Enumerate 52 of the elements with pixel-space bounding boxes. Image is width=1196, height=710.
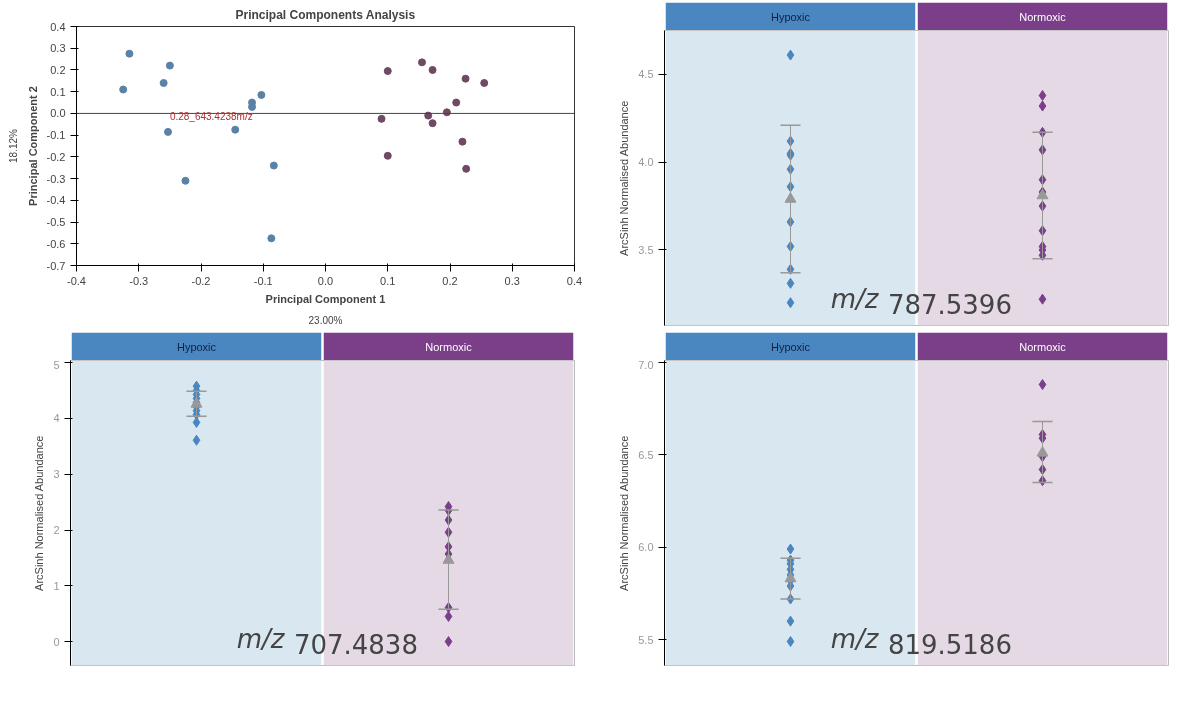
y-axis-title: ArcSinh Normalised Abundance bbox=[618, 100, 631, 256]
y-axis-title: Principal Component 2 bbox=[26, 86, 39, 206]
x-tick-label: -0.1 bbox=[253, 274, 273, 287]
x-tick-label: Hypoxic bbox=[176, 340, 217, 353]
text: 18.12% bbox=[7, 128, 19, 163]
y-tick-label: -0.7 bbox=[46, 259, 66, 272]
x-tick-label: 0.2 bbox=[442, 274, 458, 287]
x-tick-label: Normoxic bbox=[1019, 340, 1067, 353]
x-axis-title: Principal Component 1 bbox=[265, 292, 386, 305]
x-tick-label: -0.2 bbox=[191, 274, 211, 287]
text: 23.00% bbox=[308, 314, 343, 326]
y-tick-label: -0.1 bbox=[46, 129, 66, 142]
y-tick-label: -0.6 bbox=[46, 237, 66, 250]
y-tick-label: -0.5 bbox=[46, 216, 66, 229]
annotation: 0.28_643.4238m/z bbox=[169, 111, 253, 123]
y-tick-label: -0.3 bbox=[46, 172, 66, 185]
x-tick-label: Normoxic bbox=[425, 340, 473, 353]
y-tick-label: -0.4 bbox=[46, 194, 66, 207]
y-tick-label: 0.4 bbox=[50, 20, 66, 33]
y-axis-title: ArcSinh Normalised Abundance bbox=[618, 435, 631, 591]
x-tick-label: Hypoxic bbox=[770, 340, 811, 353]
x-tick-label: -0.4 bbox=[67, 274, 86, 287]
y-tick-label: 4.5 bbox=[638, 68, 654, 81]
x-tick-label: -0.3 bbox=[129, 274, 149, 287]
y-tick-label: 0.3 bbox=[50, 42, 66, 55]
y-tick-label: 6.5 bbox=[638, 448, 654, 461]
annotation: m/z 707.4838 bbox=[236, 623, 418, 660]
y-tick-label: -0.2 bbox=[46, 150, 66, 163]
y-tick-label: 3 bbox=[53, 468, 60, 481]
y-tick-label: 7.0 bbox=[638, 358, 654, 371]
annotation: m/z 787.5396 bbox=[830, 283, 1012, 320]
chart-title: Principal Components Analysis bbox=[235, 7, 416, 22]
y-tick-label: 0 bbox=[53, 635, 60, 648]
y-tick-label: 5.5 bbox=[638, 633, 654, 646]
y-tick-label: 1 bbox=[53, 579, 60, 592]
x-tick-label: 0.1 bbox=[380, 274, 396, 287]
y-tick-label: 2 bbox=[53, 524, 60, 537]
y-axis-title: ArcSinh Normalised Abundance bbox=[33, 435, 46, 591]
y-tick-label: 3.5 bbox=[638, 243, 654, 256]
x-tick-label: Hypoxic bbox=[770, 10, 811, 23]
annotation: m/z 819.5186 bbox=[830, 623, 1012, 660]
y-tick-label: 5 bbox=[53, 358, 60, 371]
y-tick-label: 0.2 bbox=[50, 63, 66, 76]
y-tick-label: 0.1 bbox=[50, 85, 66, 98]
x-tick-label: 0.4 bbox=[566, 274, 583, 287]
x-tick-label: 0.0 bbox=[317, 274, 334, 287]
y-tick-label: 0.0 bbox=[50, 107, 66, 120]
x-tick-label: Normoxic bbox=[1019, 10, 1067, 23]
y-tick-label: 4 bbox=[53, 412, 60, 425]
x-tick-label: 0.3 bbox=[504, 274, 520, 287]
y-tick-label: 6.0 bbox=[638, 541, 654, 554]
y-tick-label: 4.0 bbox=[638, 156, 654, 169]
